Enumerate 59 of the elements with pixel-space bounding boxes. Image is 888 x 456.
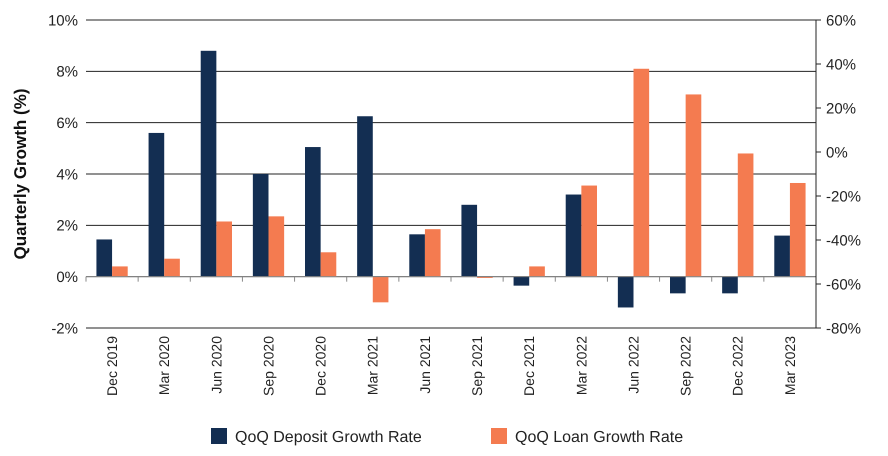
y2-tick-label: 40% xyxy=(826,56,856,74)
y2-tick-label: 60% xyxy=(826,12,856,30)
y-tick-label: 8% xyxy=(56,64,78,81)
bar xyxy=(670,276,686,294)
bar xyxy=(461,204,478,277)
bar xyxy=(790,182,806,277)
y2-tick-label: -40% xyxy=(826,232,862,250)
bar xyxy=(581,186,597,277)
bar xyxy=(148,132,164,277)
x-tick-label: Dec 2021 xyxy=(521,336,538,396)
y-axis-title: Quarterly Growth (%) xyxy=(11,88,30,260)
x-tick-label: Dec 2022 xyxy=(730,336,746,396)
y-tick-label: -2% xyxy=(51,320,78,338)
x-tick-label: Jun 2022 xyxy=(625,336,642,394)
x-tick-label: Sep 2022 xyxy=(678,336,694,396)
x-tick-label: Mar 2021 xyxy=(364,336,381,396)
bar xyxy=(305,147,321,277)
y2-tick-label: 0% xyxy=(826,144,848,162)
bar xyxy=(424,229,441,277)
x-tick-label: Mar 2020 xyxy=(156,336,172,396)
bar xyxy=(634,68,650,277)
bar xyxy=(722,276,738,294)
bar xyxy=(618,276,634,308)
x-tick-label: Sep 2021 xyxy=(468,336,485,396)
y-tick-label: 10% xyxy=(48,12,78,30)
bar xyxy=(268,216,284,277)
y2-tick-label: -80% xyxy=(826,320,862,338)
legend-label: QoQ Loan Growth Rate xyxy=(515,429,684,446)
bar xyxy=(112,266,128,277)
y-tick-label: 2% xyxy=(56,218,78,235)
bar xyxy=(216,221,232,277)
x-tick-label: Mar 2022 xyxy=(573,336,590,396)
legend-label: QoQ Deposit Growth Rate xyxy=(235,429,422,446)
bar xyxy=(566,194,582,277)
bar xyxy=(164,258,180,277)
y-tick-label: 6% xyxy=(56,114,78,132)
bar xyxy=(372,276,388,302)
x-tick-label: Dec 2019 xyxy=(104,336,120,396)
y-tick-label: 4% xyxy=(56,166,78,184)
bar xyxy=(409,234,425,277)
bar xyxy=(774,236,790,277)
x-tick-label: Sep 2020 xyxy=(260,336,276,396)
bar xyxy=(357,116,373,277)
x-tick-label: Jun 2020 xyxy=(208,336,224,394)
x-tick-label: Jun 2021 xyxy=(416,336,433,394)
y2-tick-label: -20% xyxy=(826,188,862,206)
bar xyxy=(529,266,545,277)
x-tick-label: Dec 2020 xyxy=(312,336,329,396)
x-tick-label: Mar 2023 xyxy=(782,336,798,396)
y2-tick-label: 20% xyxy=(826,100,856,118)
bar xyxy=(96,239,112,277)
bar xyxy=(738,153,754,277)
y2-tick-label: -60% xyxy=(826,276,862,294)
y-tick-label: 0% xyxy=(56,268,78,286)
bar xyxy=(514,276,530,286)
bar xyxy=(252,174,268,277)
bar xyxy=(200,50,216,277)
bar xyxy=(686,94,702,277)
bar xyxy=(320,252,336,277)
